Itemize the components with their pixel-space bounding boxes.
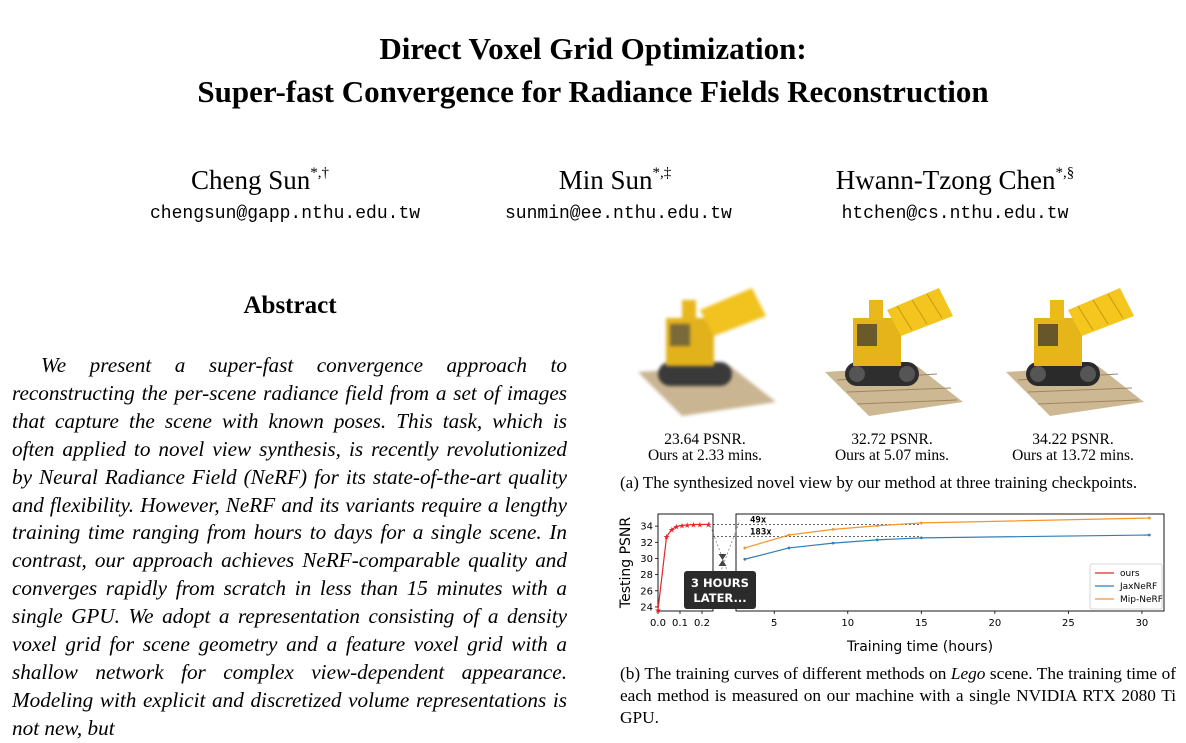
- data-point: [875, 538, 879, 542]
- y-tick-label: 30: [640, 554, 653, 565]
- x-tick-label: 5: [771, 618, 777, 629]
- caption-b: (b) The training curves of different met…: [620, 664, 1176, 727]
- speedup-label: 183x: [750, 528, 772, 538]
- author-block-1: Cheng Sun*,† chengsun@gapp.nthu.edu.tw: [150, 163, 421, 224]
- data-point: [743, 546, 747, 550]
- legend-label: JaxNeRF: [1119, 582, 1157, 592]
- lego-render-1: [630, 280, 780, 430]
- author-email: chengsun@gapp.nthu.edu.tw: [150, 204, 421, 224]
- data-point: [787, 546, 791, 550]
- data-point: [919, 536, 923, 540]
- data-point: [919, 521, 923, 525]
- data-point: [831, 541, 835, 545]
- x-tick-label: 15: [915, 618, 928, 629]
- legend-label: Mip-NeRF: [1120, 595, 1163, 605]
- abstract-heading: Abstract: [243, 292, 337, 319]
- break-label-line: LATER...: [693, 591, 746, 605]
- speedup-label: 49x: [750, 516, 767, 526]
- thumb-time: Ours at 2.33 mins.: [647, 447, 763, 464]
- author-email: htchen@cs.nthu.edu.tw: [841, 204, 1069, 224]
- paper-title: Direct Voxel Grid Optimization: Super-fa…: [0, 27, 1186, 113]
- thumb-caption-1: 23.64 PSNR. Ours at 2.33 mins.: [620, 432, 790, 464]
- thumb-psnr: 23.64 PSNR.: [664, 431, 746, 448]
- thumb-caption-3: 34.22 PSNR. Ours at 13.72 mins.: [988, 432, 1158, 464]
- thumb-psnr: 34.22 PSNR.: [1032, 431, 1114, 448]
- author-name: Cheng Sun*,†: [190, 165, 329, 195]
- thumb-psnr: 32.72 PSNR.: [851, 431, 933, 448]
- caption-a: (a) The synthesized novel view by our me…: [620, 473, 1138, 492]
- y-tick-label: 26: [640, 586, 653, 597]
- x-tick-label: 30: [1136, 618, 1149, 629]
- legend-box: [1089, 563, 1163, 610]
- x-tick-label: 25: [1062, 618, 1075, 629]
- author-name: Min Sun*,‡: [558, 165, 672, 195]
- data-point: ★: [678, 521, 685, 530]
- author-email: sunmin@ee.nthu.edu.tw: [505, 204, 732, 224]
- x-tick-label: 10: [841, 618, 854, 629]
- data-point: [875, 524, 879, 528]
- axis-break-line: [708, 519, 741, 604]
- author-block-3: Hwann-Tzong Chen*,§ htchen@cs.nthu.edu.t…: [815, 163, 1095, 224]
- x-axis-label: Training time (hours): [846, 639, 993, 655]
- psnr-chart: 24 26 28 30 32 34 Testing PSNR 0.0 0.1 0.2 5 10 15 20…: [618, 508, 1180, 660]
- data-point: ★: [696, 520, 703, 529]
- data-point: ★: [684, 521, 691, 530]
- right-plot-frame: [735, 513, 1165, 612]
- y-tick-label: 32: [640, 538, 653, 549]
- thumb-caption-2: 32.72 PSNR. Ours at 5.07 mins.: [807, 432, 977, 464]
- y-tick-label: 28: [640, 570, 653, 581]
- lego-render-2: [817, 280, 967, 430]
- y-tick-label: 24: [640, 602, 653, 613]
- x-tick-label: 0.1: [672, 618, 688, 629]
- left-plot-frame: [657, 513, 714, 612]
- author-marks: *,†: [310, 165, 329, 181]
- data-point: [1147, 533, 1151, 537]
- x-tick-label: 0.0: [650, 618, 666, 629]
- lego-render-3: [998, 280, 1148, 430]
- thumb-time: Ours at 5.07 mins.: [834, 447, 950, 464]
- series-line-jaxnerf: [744, 534, 1150, 560]
- author-marks: *,§: [1055, 165, 1075, 181]
- x-tick-label: 0.2: [694, 618, 710, 629]
- series-line-mip-nerf: [744, 517, 1150, 549]
- hourglass-icon: [718, 554, 727, 566]
- series-line-ours: [657, 523, 709, 610]
- y-axis-label: Testing PSNR: [618, 517, 634, 609]
- scene-name: Lego: [950, 664, 986, 683]
- thumb-time: Ours at 13.72 mins.: [1012, 447, 1134, 464]
- author-marks: *,‡: [652, 165, 672, 181]
- data-point: ★: [673, 523, 680, 532]
- x-tick-label: 20: [988, 618, 1001, 629]
- data-point: [1147, 516, 1151, 520]
- data-point: [831, 527, 835, 531]
- data-point: [743, 557, 747, 561]
- data-point: ★: [668, 525, 675, 534]
- title-line-1: Direct Voxel Grid Optimization:: [379, 31, 807, 66]
- abstract-body: We present a super-fast convergence appr…: [12, 353, 567, 740]
- data-point: [787, 533, 791, 537]
- data-point: ★: [690, 521, 697, 530]
- title-line-2: Super-fast Convergence for Radiance Fiel…: [197, 74, 989, 109]
- author-block-2: Min Sun*,‡ sunmin@ee.nthu.edu.tw: [505, 163, 732, 224]
- data-point: ★: [705, 520, 712, 529]
- break-label-box: [684, 571, 756, 609]
- data-point: ★: [663, 532, 670, 541]
- break-label-line: 3 HOURS: [691, 576, 749, 590]
- author-name: Hwann-Tzong Chen*,§: [835, 165, 1075, 195]
- y-tick-label: 34: [640, 522, 653, 533]
- legend-label: ours: [1120, 569, 1140, 579]
- data-point: ★: [654, 606, 661, 615]
